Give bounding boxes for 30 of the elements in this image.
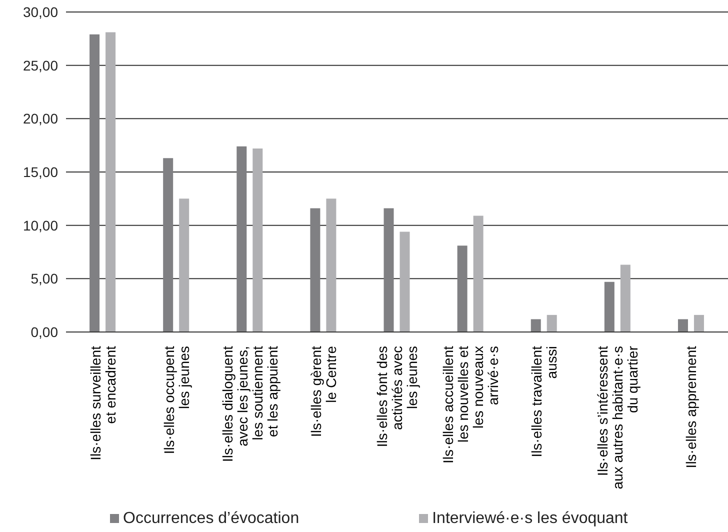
y-tick-label: 25,00 (22, 57, 58, 74)
bar (179, 198, 190, 332)
bar (530, 319, 541, 332)
bar (384, 208, 394, 332)
bar (163, 158, 174, 332)
bar (473, 216, 484, 332)
y-tick-label: 15,00 (22, 164, 58, 180)
x-tick-label: Ils·elles apprennent (683, 346, 700, 468)
x-tick-label: Ils·elles surveillent et encadrent (87, 346, 118, 460)
y-tick-label: 0,00 (30, 324, 58, 340)
x-tick-label: Ils·elles travaillent aussi (528, 346, 560, 458)
y-tick-label: 5,00 (30, 270, 58, 287)
legend-label: Occurrences d’évocation (123, 510, 300, 527)
bar (694, 314, 704, 332)
bar (604, 282, 614, 332)
bar (310, 208, 320, 332)
bar (457, 246, 468, 332)
bar (620, 264, 630, 332)
bar (252, 148, 263, 332)
y-tick-label: 10,00 (22, 217, 58, 234)
y-tick-label: 30,00 (22, 4, 58, 20)
y-tick-label: 20,00 (22, 110, 58, 127)
bar (106, 32, 116, 332)
bar (90, 34, 100, 332)
legend-label: Interviewé·e·s les évoquant (432, 510, 628, 527)
bar (546, 314, 557, 332)
bar (400, 232, 410, 332)
bar (326, 198, 336, 332)
bar (678, 319, 688, 332)
bar (236, 146, 247, 332)
